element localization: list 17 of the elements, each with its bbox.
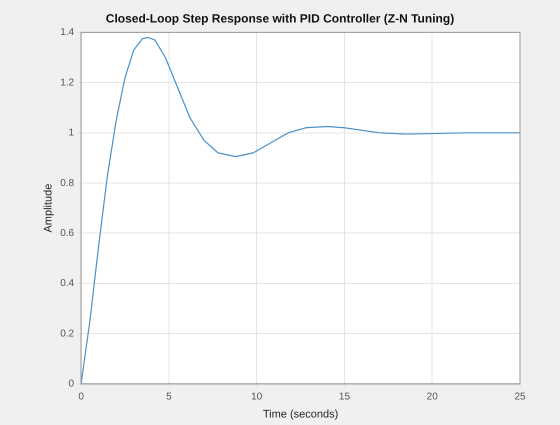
x-tick-label: 10 (251, 392, 263, 403)
x-tick-label: 15 (338, 392, 350, 403)
x-tick-label: 5 (166, 392, 172, 403)
y-tick-label: 0.6 (60, 228, 75, 239)
x-axis-title: Time (seconds) (262, 408, 338, 420)
x-tick-label: 0 (78, 392, 84, 403)
y-axis-title: Amplitude (42, 184, 55, 233)
y-tick-label: 1.4 (60, 27, 75, 38)
y-tick-label: 1 (68, 128, 75, 139)
x-tick-label: 20 (426, 392, 438, 403)
y-tick-label: 0.2 (60, 328, 75, 340)
y-tick-label: 0.8 (60, 178, 75, 189)
y-tick-label: 1.2 (60, 77, 75, 88)
y-tick-label: 0.4 (60, 278, 75, 290)
x-tick-label: 25 (514, 392, 526, 403)
chart-title: Closed-Loop Step Response with PID Controller (Z-N Tuning) (106, 12, 454, 26)
y-tick-label: 0 (68, 378, 75, 390)
